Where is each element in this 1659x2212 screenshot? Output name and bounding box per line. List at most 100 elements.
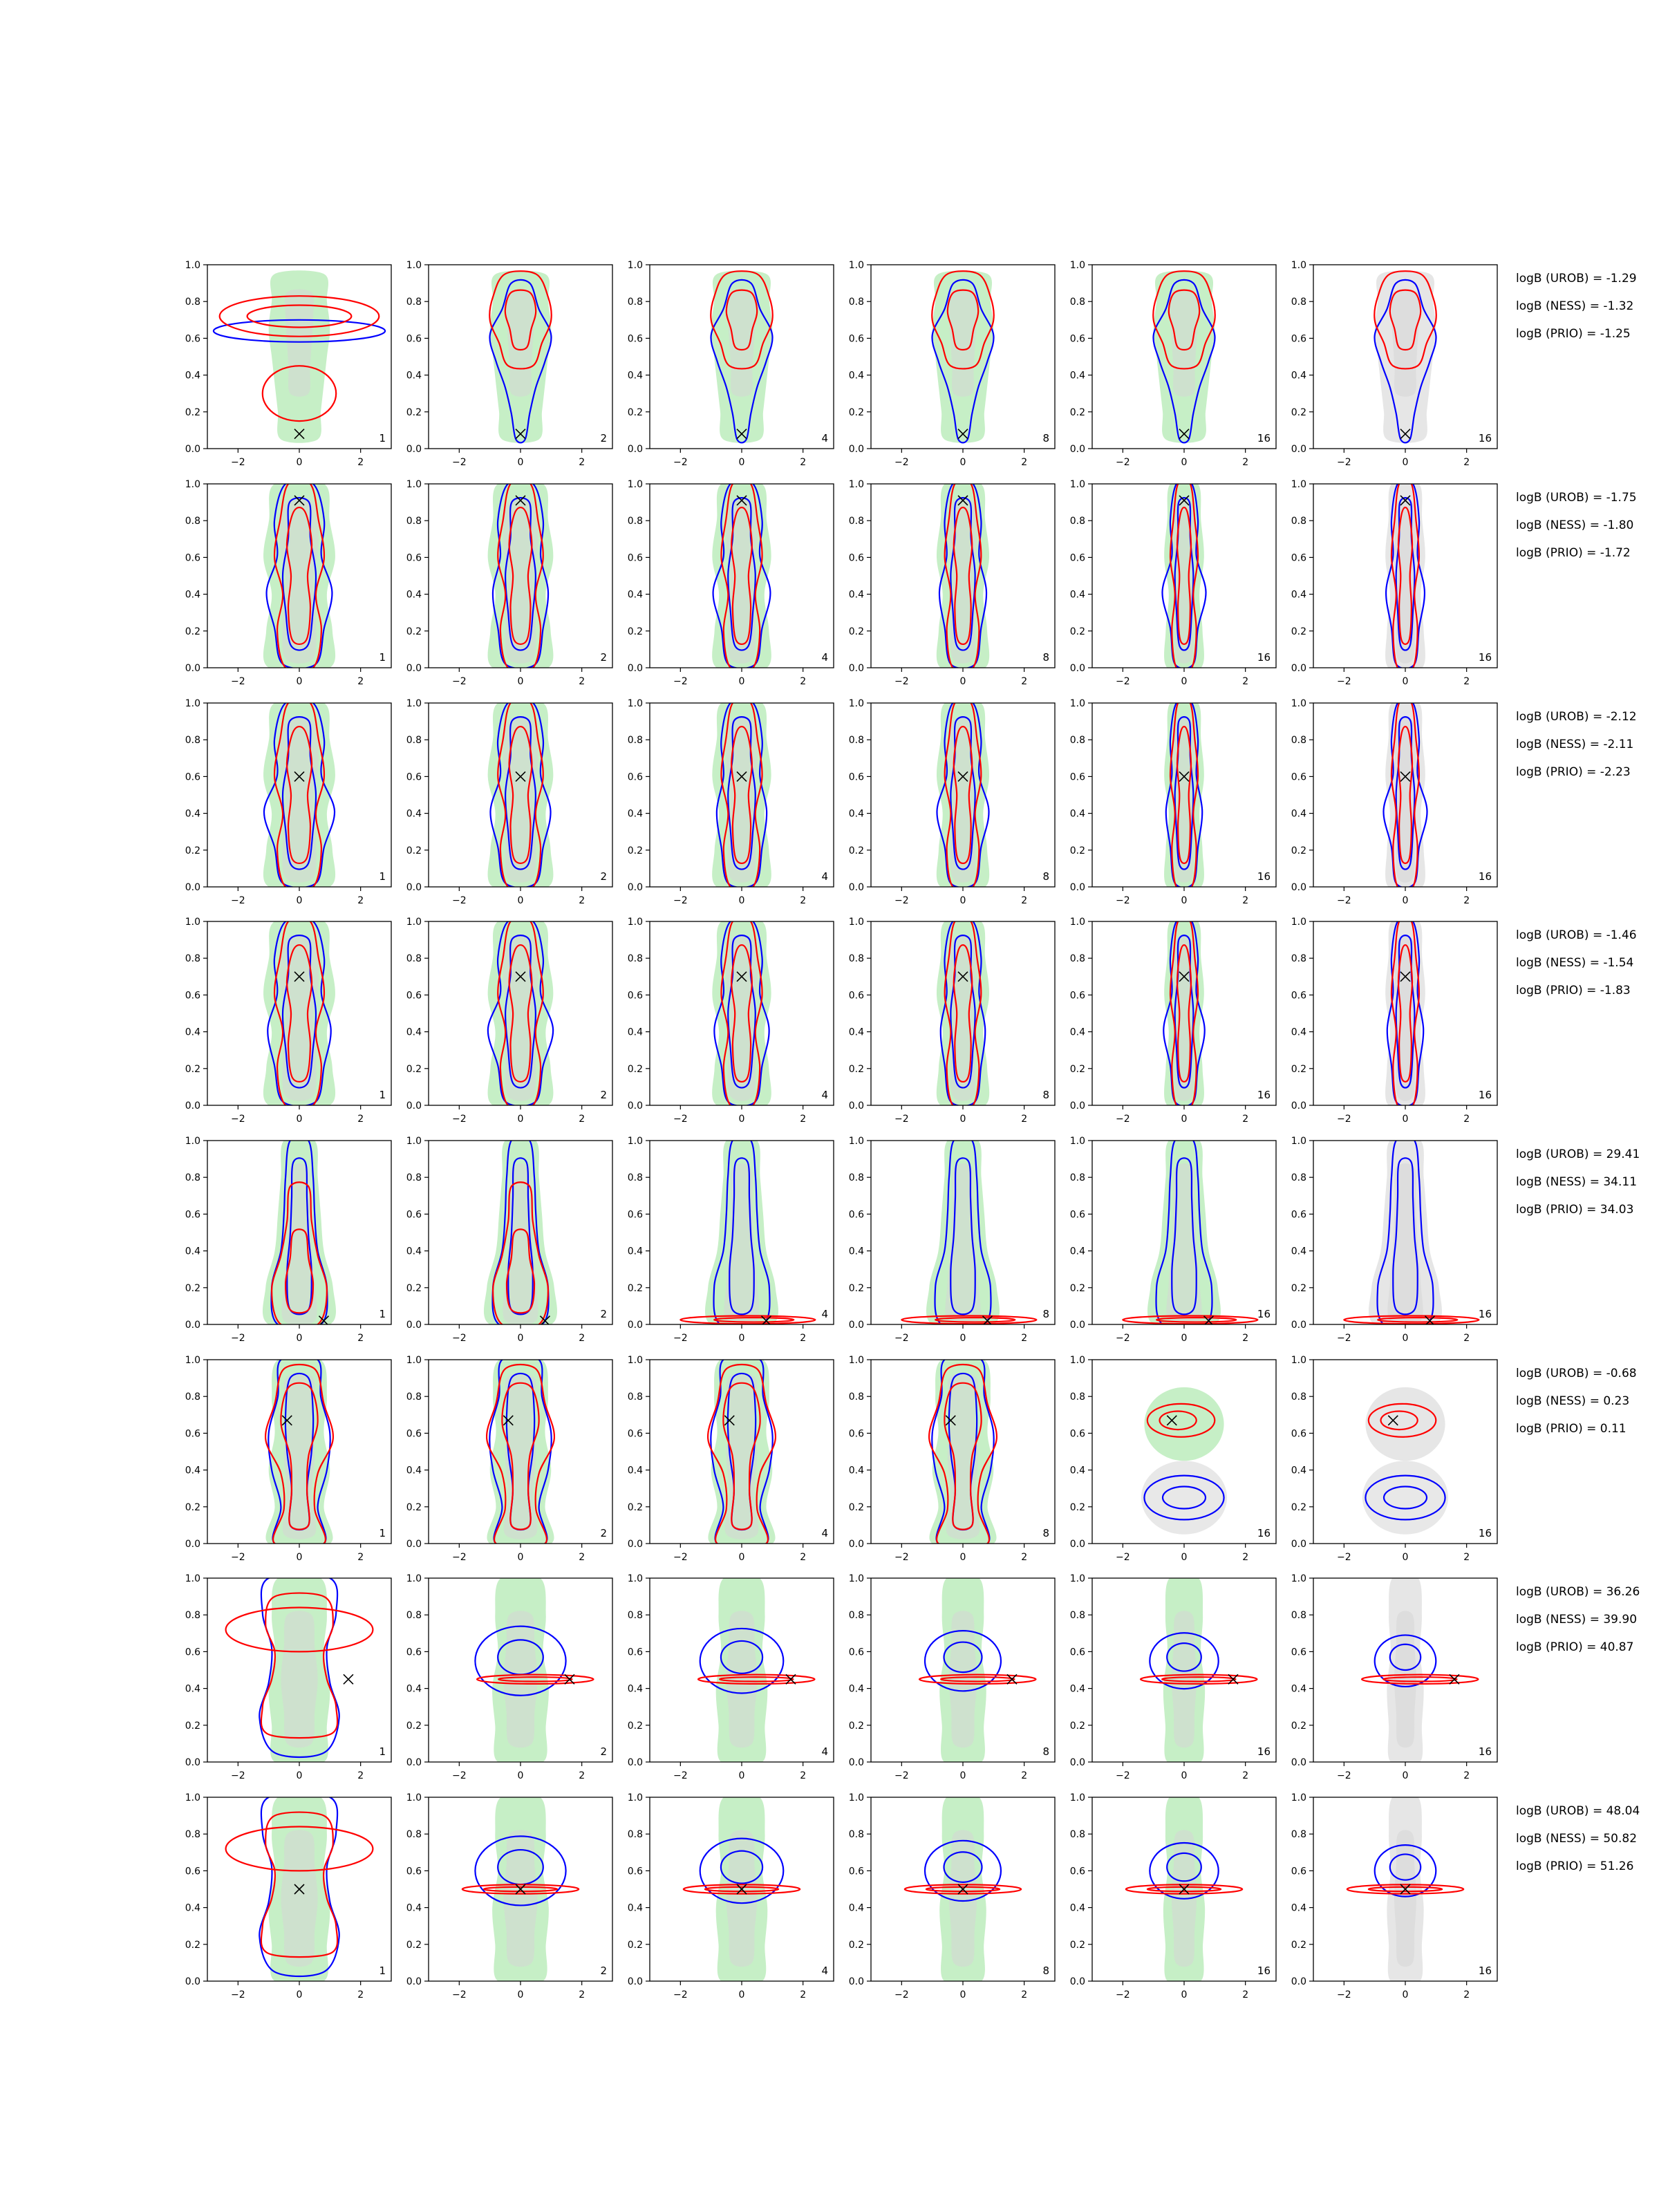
contour-red xyxy=(497,1676,573,1683)
y-tick-label: 0.6 xyxy=(1070,1428,1085,1439)
y-tick-label: 0.0 xyxy=(849,1757,864,1768)
x-tick-label: 2 xyxy=(800,895,806,906)
plot-area xyxy=(263,703,336,887)
truth-marker xyxy=(1400,1884,1411,1895)
y-tick-label: 0.0 xyxy=(406,1320,422,1331)
y-tick-label: 0.8 xyxy=(849,1829,864,1840)
x-tick-label: 0 xyxy=(518,1989,524,2000)
contour-red xyxy=(707,1363,776,1544)
y-tick-label: 0.0 xyxy=(849,663,864,674)
contour-blue xyxy=(1149,1841,1219,1900)
contour-red xyxy=(1146,1886,1222,1893)
column-label: 16 xyxy=(1479,1745,1492,1758)
contour-blue xyxy=(1152,279,1216,444)
y-tick-label: 0.2 xyxy=(1070,1721,1085,1732)
y-tick-label: 0.8 xyxy=(185,1391,200,1403)
y-tick-label: 0.4 xyxy=(1070,590,1085,601)
column-label: 1 xyxy=(379,651,386,664)
y-tick-label: 0.0 xyxy=(849,1539,864,1550)
y-tick-label: 0.8 xyxy=(628,1172,643,1183)
contour-blue xyxy=(263,703,336,887)
y-tick-label: 0.0 xyxy=(185,1100,200,1112)
y-tick-label: 0.6 xyxy=(849,333,864,344)
subplot-r8-c4: 0.0 0.2 0.4 0.6 0.8 1.0 −2 0 2 8 xyxy=(849,1792,1056,2000)
x-tick-label: 0 xyxy=(1181,676,1188,687)
y-tick-label: 0.4 xyxy=(1070,809,1085,820)
y-tick-label: 0.6 xyxy=(849,1647,864,1658)
subplot-r7-c3: 0.0 0.2 0.4 0.6 0.8 1.0 −2 0 2 4 xyxy=(628,1573,834,1781)
subplot-r2-c3: 0.0 0.2 0.4 0.6 0.8 1.0 −2 0 2 4 xyxy=(628,479,834,687)
x-tick-label: 0 xyxy=(960,1770,966,1781)
y-tick-label: 1.0 xyxy=(406,260,422,271)
x-tick-label: 2 xyxy=(1021,895,1027,906)
density-fill xyxy=(1394,716,1416,883)
contour-blue xyxy=(1174,497,1194,651)
subplot-r5-c1: 0.0 0.2 0.4 0.6 0.8 1.0 −2 0 2 1 xyxy=(185,1136,392,1344)
y-tick-label: 0.8 xyxy=(849,1391,864,1403)
x-tick-label: −2 xyxy=(452,1989,467,2000)
y-tick-label: 0.4 xyxy=(628,1903,643,1914)
contour-blue xyxy=(1161,1485,1207,1510)
y-tick-label: 0.4 xyxy=(1070,371,1085,382)
y-tick-label: 0.0 xyxy=(628,1539,643,1550)
x-tick-label: 0 xyxy=(297,1770,303,1781)
contour-blue xyxy=(489,703,552,887)
x-tick-label: −2 xyxy=(673,1333,688,1344)
contour-red xyxy=(1389,289,1422,351)
y-tick-label: 0.8 xyxy=(185,953,200,964)
contour-red xyxy=(731,506,753,646)
x-tick-label: 0 xyxy=(739,457,745,468)
column-label: 8 xyxy=(1042,651,1049,664)
x-tick-label: −2 xyxy=(1116,457,1130,468)
y-tick-label: 1.0 xyxy=(406,1136,422,1147)
plot-area xyxy=(682,1797,801,1981)
column-label: 8 xyxy=(1042,1965,1049,1977)
density-fill xyxy=(948,1611,977,1748)
y-tick-label: 0.4 xyxy=(1070,1027,1085,1038)
y-tick-label: 0.8 xyxy=(1070,953,1085,964)
truth-marker xyxy=(736,429,747,440)
subplot-r1-c6: 0.0 0.2 0.4 0.6 0.8 1.0 −2 0 2 16 xyxy=(1291,260,1498,468)
y-tick-label: 0.0 xyxy=(849,444,864,455)
density-fill xyxy=(503,1611,538,1748)
y-tick-label: 0.8 xyxy=(1291,297,1306,308)
subplot-r4-c1: 0.0 0.2 0.4 0.6 0.8 1.0 −2 0 2 1 xyxy=(185,917,392,1125)
truth-marker xyxy=(945,1415,956,1426)
contour-red xyxy=(273,921,326,1105)
logb-annotation: logB (UROB) = -1.75 xyxy=(1516,491,1637,505)
subplot-r6-c3: 0.0 0.2 0.4 0.6 0.8 1.0 −2 0 2 4 xyxy=(628,1355,834,1563)
contour-red xyxy=(1155,1317,1237,1323)
y-tick-label: 0.8 xyxy=(406,1829,422,1840)
y-tick-label: 0.6 xyxy=(406,1866,422,1877)
logb-annotation: logB (NESS) = -1.80 xyxy=(1516,518,1633,532)
y-tick-label: 0.0 xyxy=(406,1757,422,1768)
contour-blue xyxy=(1395,497,1416,651)
logb-annotation: logB (NESS) = 34.11 xyxy=(1516,1175,1637,1189)
y-tick-label: 0.2 xyxy=(1070,1502,1085,1513)
contour-red xyxy=(265,1363,334,1544)
y-tick-label: 0.0 xyxy=(185,1539,200,1550)
plot-area xyxy=(263,921,336,1105)
contour-red xyxy=(1169,921,1199,1105)
contour-red xyxy=(931,270,995,370)
x-tick-label: −2 xyxy=(894,895,909,906)
truth-marker xyxy=(1387,1415,1398,1426)
y-tick-label: 0.6 xyxy=(628,1428,643,1439)
y-tick-label: 1.0 xyxy=(1070,698,1085,709)
y-tick-label: 1.0 xyxy=(185,698,200,709)
y-tick-label: 0.6 xyxy=(1291,1647,1306,1658)
contour-red xyxy=(725,289,758,351)
plot-area xyxy=(487,921,554,1105)
x-tick-label: 0 xyxy=(960,1333,966,1344)
x-tick-label: −2 xyxy=(1116,1114,1130,1125)
density-fill xyxy=(1166,1163,1202,1324)
contour-red xyxy=(1122,1315,1259,1324)
x-tick-label: −2 xyxy=(673,676,688,687)
x-tick-label: −2 xyxy=(1116,1333,1130,1344)
contour-blue xyxy=(720,1640,764,1674)
contour-blue xyxy=(1382,703,1428,887)
y-tick-label: 1.0 xyxy=(406,917,422,928)
x-tick-label: −2 xyxy=(673,1114,688,1125)
column-label: 16 xyxy=(1257,651,1271,664)
x-tick-label: 2 xyxy=(579,1114,585,1125)
